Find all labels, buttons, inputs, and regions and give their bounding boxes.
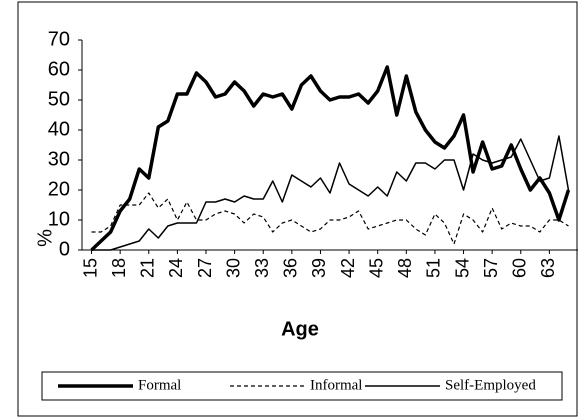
y-tick-label: 30 [48, 148, 70, 170]
x-tick-label: 30 [223, 258, 243, 278]
legend-label: Formal [138, 377, 181, 393]
x-tick-label: 24 [166, 258, 186, 278]
x-tick-label: 48 [395, 258, 415, 278]
y-tick-label: 20 [48, 178, 70, 200]
y-tick-label: 10 [48, 208, 70, 230]
x-tick-label: 36 [281, 258, 301, 278]
y-axis-label: % [34, 229, 56, 247]
y-tick-label: 60 [48, 58, 70, 80]
x-tick-label: 54 [452, 258, 472, 278]
x-tick-label: 60 [510, 258, 530, 278]
legend-box [41, 371, 563, 401]
x-tick-label: 33 [252, 258, 272, 278]
series-line [90, 65, 571, 252]
x-tick-label: 45 [366, 258, 386, 278]
x-axis-label: Age [281, 318, 319, 340]
y-tick-label: 70 [48, 28, 70, 50]
y-tick-label: 50 [48, 88, 70, 110]
x-tick-label: 15 [80, 258, 100, 278]
x-tick-label: 21 [138, 258, 158, 278]
series-line [91, 135, 570, 251]
frame [17, 1, 578, 417]
x-tick-label: 27 [195, 258, 215, 278]
y-tick-label: 0 [59, 238, 70, 260]
series-line [91, 192, 569, 245]
x-tick-label: 18 [109, 258, 129, 278]
x-tick-label: 63 [538, 258, 558, 278]
x-tick-label: 57 [481, 258, 501, 278]
y-tick-label: 40 [48, 118, 70, 140]
x-tick-label: 51 [424, 258, 444, 278]
x-tick-label: 42 [338, 258, 358, 278]
legend-label: Informal [310, 377, 362, 393]
x-tick-label: 39 [309, 258, 329, 278]
legend-label: Self-Employed [445, 377, 536, 393]
